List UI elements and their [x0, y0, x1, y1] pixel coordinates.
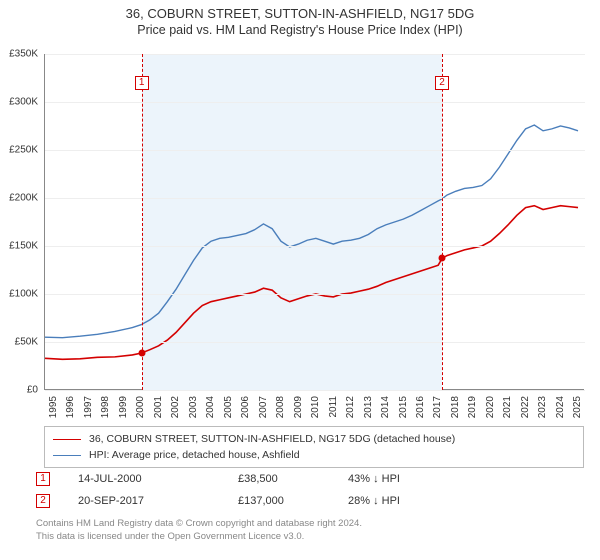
gridline	[45, 342, 585, 343]
sale-marker-dot	[138, 350, 145, 357]
x-axis-label: 2011	[328, 396, 339, 418]
sale-row-marker: 1	[36, 472, 50, 486]
chart-area: £0£50K£100K£150K£200K£250K£300K£350K1995…	[44, 54, 584, 390]
sales-table: 1 14-JUL-2000£38,50043% ↓ HPI 2 20-SEP-2017…	[36, 468, 584, 512]
sale-pct: 28% ↓ HPI	[348, 495, 468, 507]
sale-marker-line	[142, 54, 143, 390]
gridline	[45, 198, 585, 199]
gridline	[45, 54, 585, 55]
y-axis-label: £200K	[0, 193, 38, 204]
x-axis-label: 2004	[205, 396, 216, 418]
legend-row: HPI: Average price, detached house, Ashf…	[53, 447, 575, 463]
x-axis-label: 2018	[450, 396, 461, 418]
x-axis-label: 2007	[258, 396, 269, 418]
x-axis-label: 2014	[380, 396, 391, 418]
sale-date: 14-JUL-2000	[78, 473, 238, 485]
x-axis-label: 2002	[170, 396, 181, 418]
y-axis-label: £50K	[0, 337, 38, 348]
sale-marker-box: 2	[435, 76, 449, 90]
x-axis-label: 1997	[83, 396, 94, 418]
x-axis-label: 2024	[555, 396, 566, 418]
series-hpi	[45, 125, 578, 338]
x-axis-label: 1995	[48, 396, 59, 418]
chart-lines	[45, 54, 585, 390]
x-axis-label: 2019	[467, 396, 478, 418]
x-axis-label: 1996	[65, 396, 76, 418]
sale-marker-box: 1	[135, 76, 149, 90]
x-axis-label: 2022	[520, 396, 531, 418]
y-axis-label: £250K	[0, 145, 38, 156]
gridline	[45, 294, 585, 295]
x-axis-label: 1999	[118, 396, 129, 418]
x-axis-label: 2017	[432, 396, 443, 418]
x-axis-label: 2020	[485, 396, 496, 418]
legend: 36, COBURN STREET, SUTTON-IN-ASHFIELD, N…	[44, 426, 584, 468]
x-axis-label: 2016	[415, 396, 426, 418]
x-axis-label: 2021	[502, 396, 513, 418]
footer-line-1: Contains HM Land Registry data © Crown c…	[36, 518, 584, 531]
plot-region: £0£50K£100K£150K£200K£250K£300K£350K1995…	[44, 54, 584, 390]
x-axis-label: 2023	[537, 396, 548, 418]
y-axis-label: £0	[0, 385, 38, 396]
y-axis-label: £100K	[0, 289, 38, 300]
gridline	[45, 390, 585, 391]
sale-price: £137,000	[238, 495, 348, 507]
legend-swatch	[53, 455, 81, 456]
gridline	[45, 102, 585, 103]
legend-row: 36, COBURN STREET, SUTTON-IN-ASHFIELD, N…	[53, 431, 575, 447]
series-price_paid	[45, 206, 578, 360]
x-axis-label: 2000	[135, 396, 146, 418]
x-axis-label: 2012	[345, 396, 356, 418]
x-axis-label: 2006	[240, 396, 251, 418]
legend-label: 36, COBURN STREET, SUTTON-IN-ASHFIELD, N…	[89, 433, 455, 445]
sale-pct: 43% ↓ HPI	[348, 473, 468, 485]
sale-marker-dot	[439, 255, 446, 262]
x-axis-label: 2008	[275, 396, 286, 418]
gridline	[45, 150, 585, 151]
x-axis-label: 2010	[310, 396, 321, 418]
x-axis-label: 2001	[153, 396, 164, 418]
sale-date: 20-SEP-2017	[78, 495, 238, 507]
footer-attribution: Contains HM Land Registry data © Crown c…	[36, 518, 584, 544]
y-axis-label: £150K	[0, 241, 38, 252]
sale-price: £38,500	[238, 473, 348, 485]
y-axis-label: £350K	[0, 49, 38, 60]
x-axis-label: 2013	[363, 396, 374, 418]
sale-row-marker: 2	[36, 494, 50, 508]
x-axis-label: 1998	[100, 396, 111, 418]
chart-subtitle: Price paid vs. HM Land Registry's House …	[0, 23, 600, 37]
x-axis-label: 2009	[293, 396, 304, 418]
footer-line-2: This data is licensed under the Open Gov…	[36, 531, 584, 544]
chart-title-block: 36, COBURN STREET, SUTTON-IN-ASHFIELD, N…	[0, 0, 600, 39]
gridline	[45, 246, 585, 247]
sale-row: 2 20-SEP-2017£137,00028% ↓ HPI	[36, 490, 584, 512]
y-axis-label: £300K	[0, 97, 38, 108]
legend-swatch	[53, 439, 81, 440]
x-axis-label: 2025	[572, 396, 583, 418]
x-axis-label: 2003	[188, 396, 199, 418]
legend-label: HPI: Average price, detached house, Ashf…	[89, 449, 300, 461]
x-axis-label: 2015	[398, 396, 409, 418]
chart-title: 36, COBURN STREET, SUTTON-IN-ASHFIELD, N…	[0, 6, 600, 21]
x-axis-label: 2005	[223, 396, 234, 418]
sale-marker-line	[442, 54, 443, 390]
sale-row: 1 14-JUL-2000£38,50043% ↓ HPI	[36, 468, 584, 490]
